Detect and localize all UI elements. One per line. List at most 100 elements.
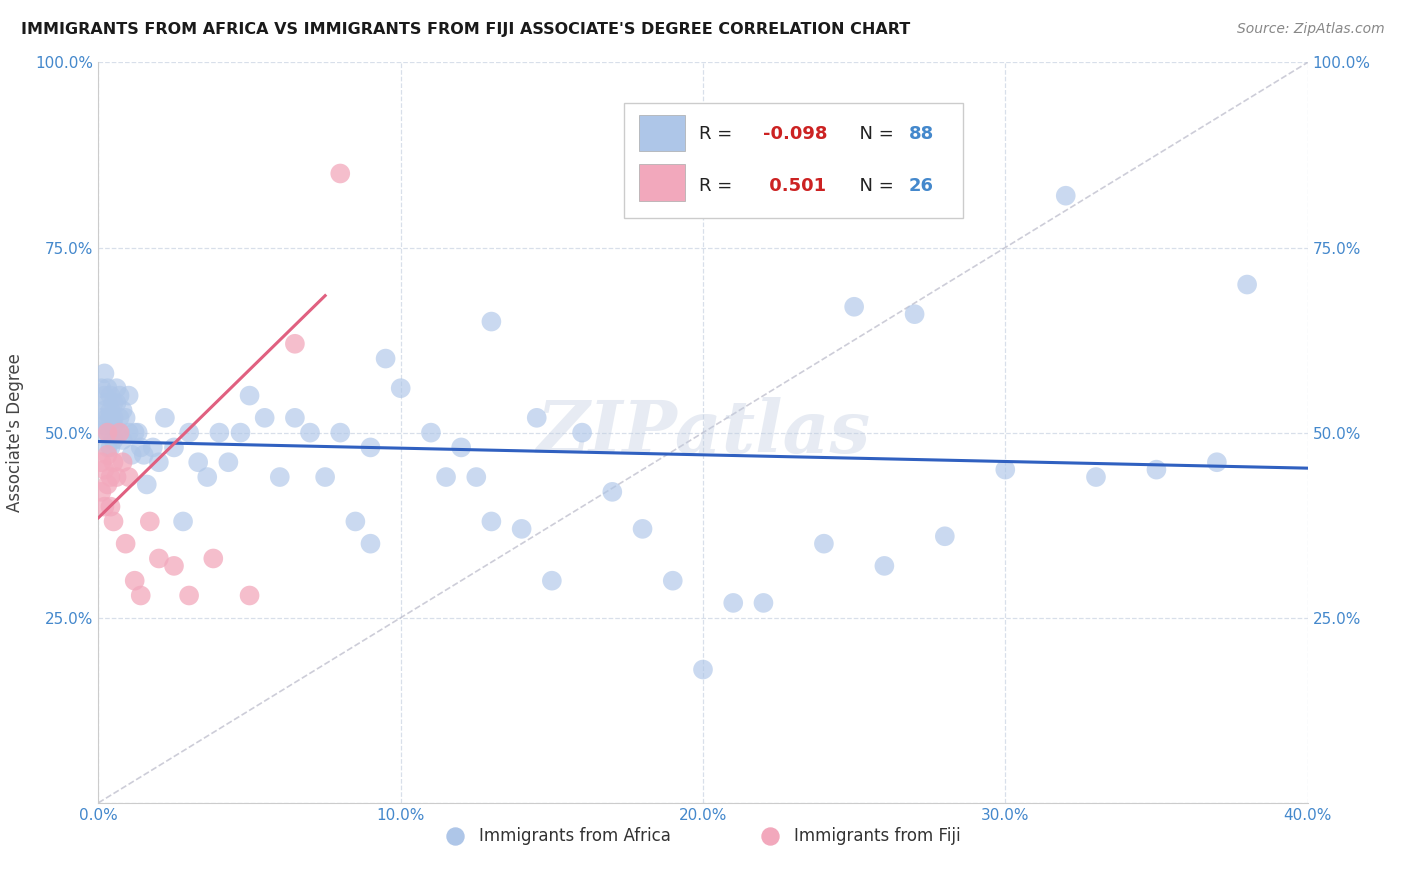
Point (96, 396, 118, 410)
Point (93, 462, 115, 476)
Point (510, 522, 533, 536)
Point (96, 441, 118, 455)
Point (105, 425, 128, 440)
Point (93, 388, 115, 402)
Point (344, 515, 367, 529)
Point (723, 596, 745, 610)
Text: Immigrants from Africa: Immigrants from Africa (479, 827, 671, 845)
Point (269, 470, 291, 484)
Point (100, 500, 122, 514)
Text: N =: N = (848, 177, 900, 194)
Text: ZIPatlas: ZIPatlas (536, 397, 870, 468)
Point (752, 596, 775, 610)
Point (299, 425, 322, 440)
Point (148, 455, 170, 469)
Point (329, 425, 352, 440)
Point (103, 455, 125, 469)
Point (139, 515, 162, 529)
Point (314, 470, 336, 484)
Point (692, 663, 714, 677)
Point (631, 522, 654, 536)
Point (121, 448, 143, 462)
Point (420, 425, 443, 440)
Text: -0.098: -0.098 (763, 125, 828, 143)
Point (93, 418, 115, 433)
Point (114, 536, 136, 550)
Point (1206, 455, 1229, 469)
Point (540, 574, 562, 588)
Point (465, 470, 488, 484)
Point (129, 441, 152, 455)
Point (481, 515, 503, 529)
Text: Source: ZipAtlas.com: Source: ZipAtlas.com (1237, 22, 1385, 37)
Point (100, 410, 122, 425)
Point (108, 410, 131, 425)
Point (100, 441, 122, 455)
Point (329, 166, 352, 180)
Point (1236, 277, 1258, 292)
Point (100, 425, 122, 440)
Point (103, 396, 125, 410)
Point (994, 462, 1017, 476)
Point (374, 351, 396, 366)
Point (124, 574, 146, 588)
Point (118, 388, 141, 402)
Point (96, 410, 118, 425)
Point (93, 403, 115, 417)
Point (108, 425, 131, 440)
Y-axis label: Associate's Degree: Associate's Degree (7, 353, 24, 512)
FancyBboxPatch shape (624, 103, 963, 218)
Point (96, 448, 118, 462)
Point (103, 410, 125, 425)
Bar (638, 115, 685, 152)
Point (1085, 470, 1108, 484)
Point (90, 381, 112, 395)
Point (172, 515, 194, 529)
Point (100, 388, 122, 402)
Point (100, 403, 122, 417)
Point (90, 425, 112, 440)
Point (661, 574, 683, 588)
Point (103, 515, 125, 529)
Point (108, 388, 131, 402)
Point (284, 336, 307, 351)
Point (187, 455, 209, 469)
Point (105, 381, 128, 395)
Point (118, 425, 141, 440)
Point (96, 477, 118, 491)
Point (360, 536, 382, 550)
Point (100, 470, 122, 484)
Point (844, 300, 866, 314)
Point (163, 441, 186, 455)
Point (208, 425, 231, 440)
Point (90, 455, 112, 469)
Point (602, 484, 624, 499)
Point (229, 425, 252, 440)
Point (103, 433, 125, 447)
Point (179, 589, 201, 603)
Point (979, 829, 1001, 843)
Point (93, 367, 115, 381)
Point (114, 410, 136, 425)
Point (103, 418, 125, 433)
Point (148, 551, 170, 566)
Text: R =: R = (699, 125, 738, 143)
Point (450, 441, 472, 455)
Point (111, 433, 134, 447)
Point (217, 455, 239, 469)
Point (105, 396, 128, 410)
Point (571, 425, 593, 440)
Point (1054, 188, 1077, 202)
Point (105, 470, 128, 484)
Point (284, 410, 307, 425)
Point (111, 403, 134, 417)
Point (934, 529, 956, 543)
Point (389, 381, 412, 395)
Point (526, 410, 548, 425)
Point (153, 410, 176, 425)
Point (127, 425, 149, 440)
Point (90, 410, 112, 425)
Point (124, 425, 146, 440)
Text: 26: 26 (908, 177, 934, 194)
Text: 0.501: 0.501 (763, 177, 827, 194)
